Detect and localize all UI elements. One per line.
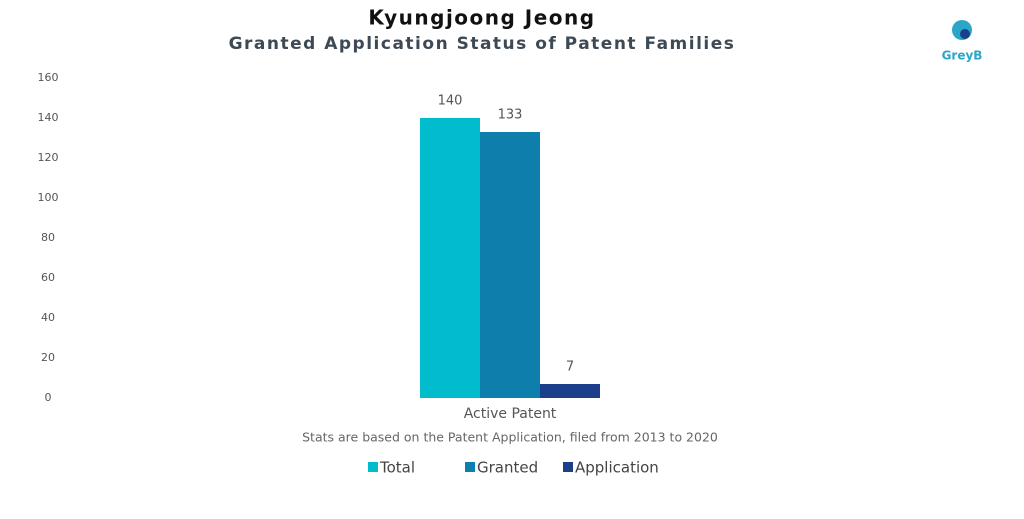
chart-note: Stats are based on the Patent Applicatio… (302, 430, 718, 445)
x-tick-label: Active Patent (464, 406, 557, 422)
chart-title: Kyungjoong Jeong (368, 6, 595, 30)
legend-swatch (465, 462, 475, 472)
logo: GreyB (942, 20, 983, 63)
bar (480, 132, 540, 398)
y-tick-label: 120 (38, 151, 59, 164)
legend-label: Total (379, 459, 415, 477)
y-tick-label: 40 (41, 311, 55, 324)
y-tick-label: 0 (45, 391, 52, 404)
y-tick-label: 160 (38, 71, 59, 84)
y-tick-label: 80 (41, 231, 55, 244)
y-tick-label: 60 (41, 271, 55, 284)
y-tick-label: 140 (38, 111, 59, 124)
legend-label: Application (575, 459, 659, 477)
legend-label: Granted (477, 459, 538, 477)
legend-swatch (563, 462, 573, 472)
y-tick-label: 20 (41, 351, 55, 364)
value-label: 140 (438, 94, 463, 109)
legend-swatch (368, 462, 378, 472)
bar (420, 118, 480, 398)
chart-subtitle: Granted Application Status of Patent Fam… (229, 34, 736, 54)
logo-text: GreyB (942, 49, 983, 63)
value-label: 7 (566, 360, 574, 375)
value-label: 133 (498, 108, 523, 123)
bar (540, 384, 600, 398)
y-tick-label: 100 (38, 191, 59, 204)
logo-icon-inner (960, 29, 970, 39)
